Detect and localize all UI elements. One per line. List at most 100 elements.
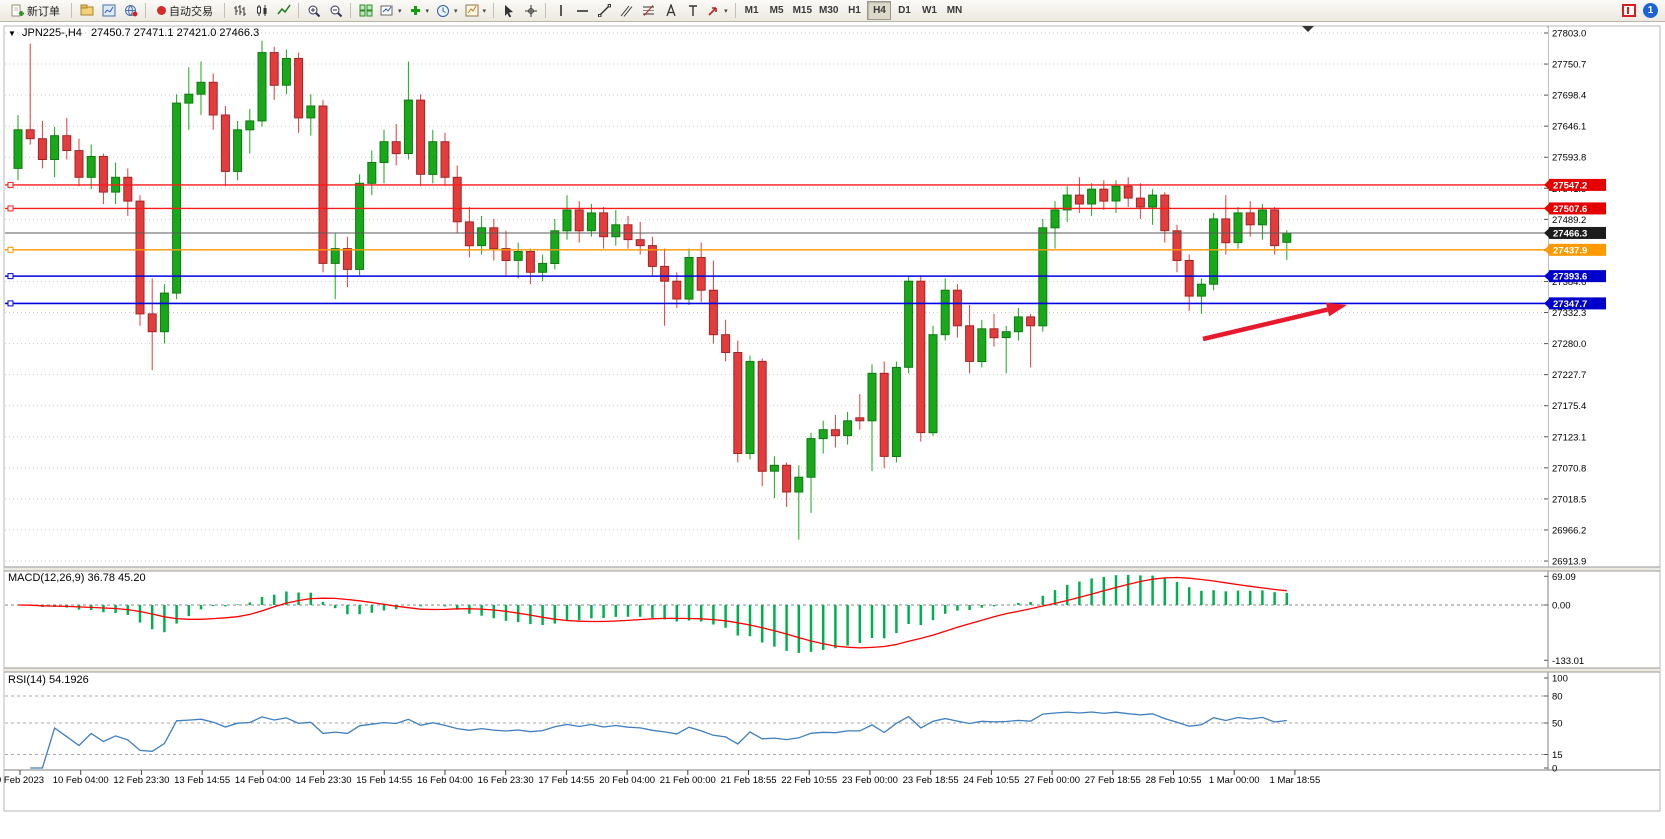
periods-button[interactable]: ▾ (433, 1, 461, 20)
crosshair-tool-button[interactable] (520, 1, 541, 20)
horizontal-line-tool-button[interactable] (572, 1, 593, 20)
price-badge (1549, 178, 1606, 191)
svg-text:12 Feb 23:30: 12 Feb 23:30 (113, 775, 169, 786)
svg-text:27593.8: 27593.8 (1552, 153, 1586, 164)
timeframe-mn-button[interactable]: MN (942, 1, 966, 20)
chart-profiles-button[interactable] (76, 1, 97, 20)
auto-trading-status-icon (157, 6, 166, 15)
toolbar-separator (734, 3, 736, 18)
alerts-button[interactable] (1618, 1, 1639, 20)
timeframe-d1-button[interactable]: D1 (892, 1, 916, 20)
dropdown-caret-icon: ▾ (482, 7, 487, 15)
vertical-line-tool-button[interactable] (550, 1, 571, 20)
macd-signal-line (17, 576, 1287, 649)
dropdown-caret-icon: ▾ (425, 7, 430, 15)
price-line-27507.6[interactable]: 27507.6 (5, 202, 1606, 215)
svg-text:26966.2: 26966.2 (1552, 525, 1586, 536)
notifications-button[interactable]: 1 (1640, 1, 1661, 20)
svg-text:16 Feb 23:30: 16 Feb 23:30 (478, 775, 534, 786)
tile-windows-button[interactable] (355, 1, 376, 20)
market-watch-button[interactable] (98, 1, 119, 20)
line-handle[interactable] (7, 205, 14, 212)
dropdown-caret-icon: ▾ (454, 7, 458, 15)
svg-text:23 Feb 18:55: 23 Feb 18:55 (903, 775, 959, 786)
text-label-tool-button[interactable] (682, 1, 703, 20)
templates-button[interactable]: ▾ (462, 1, 490, 20)
timeframe-m5-button[interactable]: M5 (765, 1, 789, 20)
price-badge-arrow (1544, 179, 1550, 191)
toolbar-separator (298, 3, 299, 18)
svg-text:26913.9: 26913.9 (1552, 557, 1586, 568)
candlestick-mode-button[interactable] (251, 1, 272, 20)
price-line-27393.6[interactable]: 27393.6 (5, 270, 1606, 283)
price-line-27466.3[interactable]: 27466.3 (5, 226, 1606, 240)
price-axis[interactable]: 27803.027750.727698.427646.127593.827541… (1544, 29, 1586, 568)
crosshair-icon (524, 4, 537, 17)
vertical-line-icon (559, 5, 562, 16)
add-indicator-button[interactable]: ▾ (406, 1, 433, 20)
text-tool-button[interactable] (660, 1, 681, 20)
price-line-27347.7[interactable]: 27347.7 (5, 297, 1606, 310)
macd-panel[interactable]: 69.09 0.00 -133.01 (5, 572, 1584, 667)
auto-trading-button[interactable]: 自动交易 (150, 1, 220, 20)
new-order-label: 新订单 (27, 5, 60, 18)
arrows-tool-button[interactable]: ▾ (704, 1, 731, 20)
price-line-27547.2[interactable]: 27547.2 (5, 178, 1606, 192)
svg-text:27227.7: 27227.7 (1552, 370, 1586, 381)
new-chart-button[interactable]: ▾ (377, 1, 405, 20)
svg-text:14 Feb 04:00: 14 Feb 04:00 (235, 775, 291, 786)
channel-tool-button[interactable] (616, 1, 637, 20)
zoom-in-icon (308, 5, 320, 17)
cursor-tool-button[interactable] (498, 1, 519, 20)
price-badge (1549, 226, 1606, 239)
rsi-panel[interactable]: 100 80 50 15 0 (5, 674, 1568, 775)
svg-text:21 Feb 00:00: 21 Feb 00:00 (660, 775, 716, 786)
price-line-27437.9[interactable]: 27437.9 (5, 243, 1606, 256)
line-handle[interactable] (7, 300, 14, 307)
svg-text:10 Feb 04:00: 10 Feb 04:00 (53, 775, 109, 786)
toolbar: 新订单 自动交易 ▾ ▾ ▾ ▾ (0, 0, 1665, 22)
panel-splitter[interactable] (4, 567, 1660, 571)
timeframe-w1-button[interactable]: W1 (917, 1, 941, 20)
scroll-to-end-marker[interactable] (1302, 26, 1314, 32)
panel-splitter[interactable] (4, 668, 1660, 672)
svg-text:27332.3: 27332.3 (1552, 308, 1586, 319)
text-t-icon (688, 5, 697, 16)
timeframe-m1-button[interactable]: M1 (740, 1, 764, 20)
price-badge-arrow (1544, 270, 1550, 282)
line-handle[interactable] (7, 246, 14, 253)
timeframe-h4-button[interactable]: H4 (867, 1, 892, 20)
svg-text:14 Feb 23:30: 14 Feb 23:30 (296, 775, 352, 786)
chart-window[interactable]: 27803.027750.727698.427646.127593.827541… (0, 22, 1665, 839)
svg-text:27018.5: 27018.5 (1552, 494, 1586, 505)
toolbar-separator (493, 3, 495, 18)
fibonacci-tool-button[interactable] (638, 1, 659, 20)
arrow-annotation[interactable] (1202, 302, 1347, 342)
new-order-button[interactable]: 新订单 (4, 1, 67, 20)
data-window-button[interactable] (120, 1, 141, 20)
svg-text:1 Mar 18:55: 1 Mar 18:55 (1270, 775, 1321, 786)
line-chart-icon (276, 4, 291, 15)
svg-text:27547.2: 27547.2 (1553, 180, 1587, 191)
line-handle[interactable] (7, 181, 14, 188)
svg-text:100: 100 (1552, 674, 1568, 685)
bar-chart-mode-button[interactable] (229, 1, 250, 20)
zoom-out-button[interactable] (325, 1, 346, 20)
chart-plot-area[interactable] (5, 28, 1548, 567)
clock-icon (437, 4, 450, 17)
svg-text:27466.3: 27466.3 (1553, 228, 1587, 239)
line-chart-mode-button[interactable] (273, 1, 294, 20)
toolbar-separator (145, 3, 146, 18)
candlestick-icon (256, 5, 266, 16)
svg-text:27070.8: 27070.8 (1552, 463, 1586, 474)
svg-text:15 Feb 14:55: 15 Feb 14:55 (356, 775, 412, 786)
dropdown-caret-icon: ▾ (398, 7, 402, 15)
timeframe-m30-button[interactable]: M30 (816, 1, 841, 20)
toolbar-separator (224, 3, 225, 18)
time-axis[interactable]: 9 Feb 2023 10 Feb 04:00 12 Feb 23:30 13 Feb… (0, 770, 1320, 786)
timeframe-h1-button[interactable]: H1 (842, 1, 866, 20)
trendline-tool-button[interactable] (594, 1, 615, 20)
line-handle[interactable] (7, 273, 14, 280)
timeframe-m15-button[interactable]: M15 (790, 1, 815, 20)
zoom-in-button[interactable] (303, 1, 324, 20)
